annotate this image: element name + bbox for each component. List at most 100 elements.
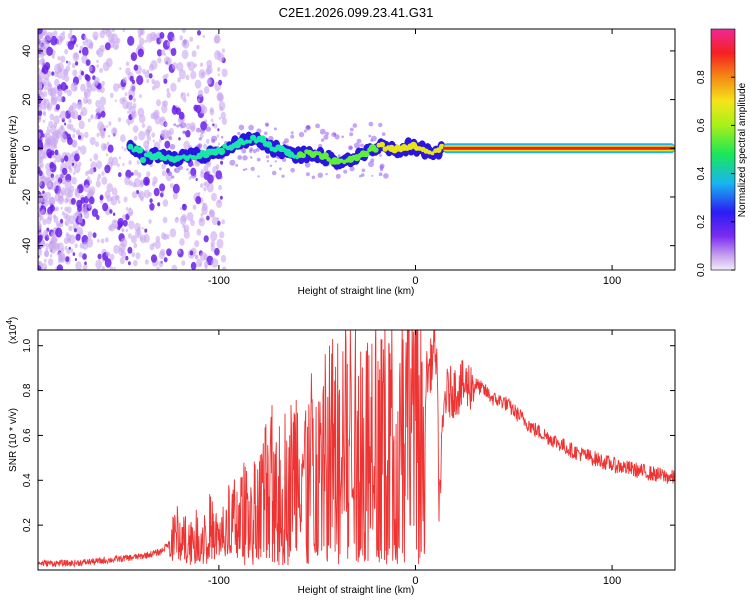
noise-blob [206, 215, 210, 221]
noise-blob [143, 189, 151, 199]
noise-blob [104, 258, 112, 268]
noise-blob [59, 110, 67, 120]
noise-blob [47, 235, 50, 239]
noise-blob [84, 184, 90, 193]
noise-blob [78, 50, 82, 54]
noise-blob [60, 206, 63, 210]
noise-blob [127, 110, 130, 114]
noise-blob [66, 123, 71, 130]
noise-blob [41, 263, 48, 270]
noise-blob [249, 156, 253, 159]
noise-blob [160, 129, 166, 137]
noise-blob [130, 52, 138, 62]
ridge-point [300, 152, 306, 159]
snr-frame [37, 329, 676, 571]
noise-blob [52, 86, 58, 95]
noise-blob [109, 253, 115, 261]
noise-blob [82, 96, 89, 104]
noise-blob [159, 32, 165, 39]
noise-blob [99, 44, 105, 53]
noise-blob [88, 65, 93, 72]
noise-blob [46, 46, 53, 56]
noise-blob [47, 70, 52, 77]
noise-blob [104, 42, 111, 51]
noise-blob [39, 164, 42, 168]
noise-blob [132, 182, 137, 188]
noise-blob [75, 261, 82, 270]
noise-blob [183, 230, 190, 239]
noise-blob [58, 222, 62, 226]
noise-blob [303, 129, 307, 133]
colorbar-label: Normalized spectral amplitude [737, 82, 748, 217]
noise-blob [64, 122, 67, 126]
noise-blob [181, 29, 186, 34]
noise-blob [200, 128, 205, 134]
noise-blob [149, 198, 153, 204]
noise-blob [269, 164, 273, 167]
noise-blob [290, 168, 295, 173]
noise-blob [159, 38, 163, 43]
noise-blob [157, 57, 162, 64]
noise-blob [46, 128, 51, 135]
noise-blob [49, 140, 57, 151]
noise-blob [85, 171, 89, 176]
noise-blob [80, 70, 85, 76]
noise-blob [127, 233, 132, 239]
noise-blob [55, 35, 63, 46]
noise-blob [383, 173, 389, 179]
noise-blob [148, 219, 152, 224]
noise-blob [217, 73, 220, 77]
noise-blob [368, 121, 374, 127]
spectrogram-y-label: Frequency (Hz) [8, 116, 19, 185]
noise-blob [325, 172, 328, 176]
noise-blob [74, 243, 78, 249]
noise-blob [42, 218, 47, 225]
figure-title: C2E1.2026.099.23.41.G31 [279, 5, 434, 20]
noise-blob [44, 250, 49, 257]
noise-blob [57, 56, 61, 61]
noise-blob [229, 159, 236, 166]
noise-blob [193, 104, 198, 112]
noise-blob [146, 129, 151, 135]
noise-blob [50, 91, 53, 95]
noise-blob [122, 76, 128, 83]
noise-blob [132, 125, 139, 133]
noise-blob [156, 266, 160, 270]
y-tick-label: 40 [21, 45, 33, 57]
noise-blob [163, 78, 168, 84]
noise-blob [206, 60, 213, 68]
noise-blob [132, 97, 136, 103]
noise-blob [64, 75, 70, 82]
noise-blob [118, 156, 121, 160]
noise-blob [70, 197, 76, 205]
noise-blob [96, 49, 100, 56]
noise-blob [162, 199, 169, 207]
y-tick-label: 0.8 [22, 383, 33, 397]
y-tick-label: 0.6 [22, 428, 33, 442]
noise-blob [39, 58, 46, 66]
noise-blob [183, 98, 187, 103]
noise-blob [168, 47, 172, 52]
noise-blob [113, 128, 117, 134]
noise-blob [221, 266, 227, 270]
noise-blob [203, 143, 207, 150]
noise-blob [360, 143, 364, 148]
noise-blob [213, 35, 220, 44]
noise-blob [176, 124, 180, 128]
noise-blob [167, 171, 173, 177]
noise-blob [137, 107, 145, 118]
noise-blob [95, 180, 101, 188]
noise-blob [131, 251, 136, 258]
noise-blob [161, 170, 167, 177]
noise-blob [87, 176, 91, 181]
noise-blob [217, 67, 221, 72]
noise-blob [53, 160, 57, 165]
noise-blob [150, 254, 158, 263]
noise-blob [72, 222, 79, 232]
noise-blob [279, 167, 282, 171]
noise-blob [61, 75, 66, 81]
noise-blob [82, 46, 89, 57]
noise-blob [100, 110, 106, 118]
noise-blob [101, 266, 105, 270]
noise-blob [171, 62, 178, 70]
